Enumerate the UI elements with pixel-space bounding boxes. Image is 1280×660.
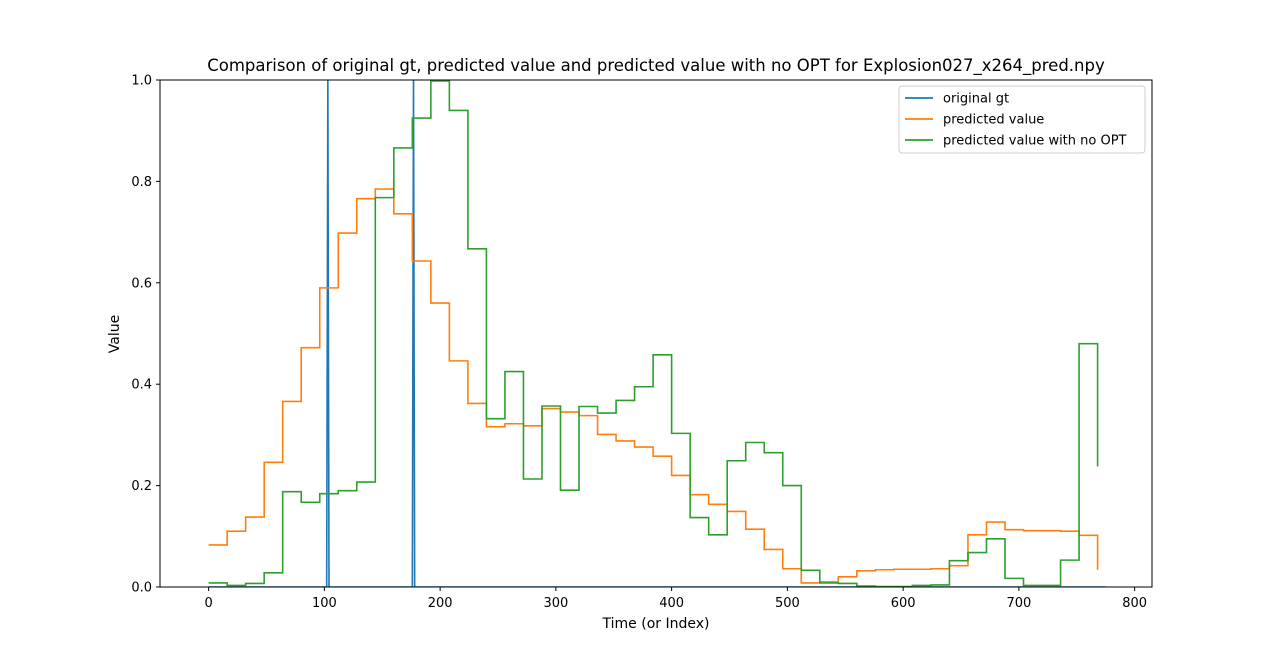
legend: original gt predicted value predicted valu… (898, 85, 1146, 154)
x-tick-label: 400 (659, 596, 684, 611)
chart-title: Comparison of original gt, predicted val… (207, 56, 1105, 76)
series-line-0 (208, 80, 1106, 587)
x-axis-label: Time (or Index) (602, 616, 710, 632)
legend-label-2: predicted value with no OPT (943, 134, 1127, 149)
y-axis: 0.0 0.2 0.4 0.6 0.8 1.0 (131, 74, 160, 596)
legend-box (898, 85, 1146, 154)
x-tick-label: 100 (312, 596, 337, 611)
y-tick-label: 1.0 (131, 74, 152, 89)
y-tick-label: 0.2 (131, 479, 152, 494)
legend-label-1: predicted value (943, 113, 1044, 128)
series-layer (208, 80, 1106, 587)
x-axis: 0 100 200 300 400 500 600 700 800 (204, 587, 1147, 611)
x-tick-label: 700 (1006, 596, 1031, 611)
x-tick-label: 600 (891, 596, 916, 611)
plot-frame (159, 79, 1153, 588)
x-tick-label: 500 (775, 596, 800, 611)
x-tick-label: 800 (1122, 596, 1147, 611)
x-tick-label: 300 (543, 596, 568, 611)
y-axis-label: Value (107, 315, 123, 353)
y-tick-label: 0.4 (131, 378, 152, 393)
x-tick-label: 200 (428, 596, 453, 611)
x-tick-label: 0 (204, 596, 212, 611)
legend-label-0: original gt (943, 92, 1009, 107)
y-tick-label: 0.0 (131, 581, 152, 596)
y-tick-label: 0.6 (131, 276, 152, 291)
y-tick-label: 0.8 (131, 175, 152, 190)
series-line-2 (208, 80, 1099, 587)
